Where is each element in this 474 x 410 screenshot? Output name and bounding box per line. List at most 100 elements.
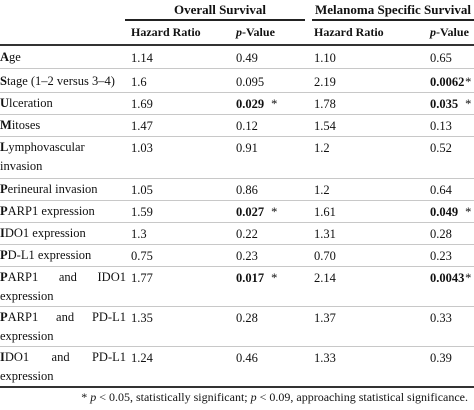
row-label-text: ARP1 and PD-L1 expression [0,310,126,343]
row-label-initial: P [0,204,8,218]
cell-hr1: 1.03 [131,141,153,155]
row-label: PARP1 and IDO1 expression [0,268,126,306]
cell-hr1: 1.3 [131,227,147,241]
value-suffix: -Value [242,25,275,39]
cell-p1: 0.86 [236,183,258,197]
cell-hr1: 1.24 [131,351,153,365]
group-underline-overall [125,19,305,21]
cell-p1: 0.46 [236,351,258,365]
cell-p2: 0.33 [430,311,452,325]
table-row: Lymphovascular invasion 1.03 0.91 1.2 0.52 [0,136,474,178]
cell-p1: 0.029 [236,97,265,111]
row-separator [0,178,474,179]
row-separator [0,136,474,137]
cell-p1: 0.23 [236,249,258,263]
footnote-text-1: < 0.05, statistically significant; [96,390,251,404]
cell-hr1: 1.69 [131,97,153,111]
footnote-p-symbol: p [90,390,97,404]
row-separator [0,306,474,307]
cell-hr1: 0.75 [131,249,153,263]
cell-p2: 0.28 [430,227,452,241]
cell-p2: 0.13 [430,119,452,133]
cell-hr2: 1.78 [314,97,336,111]
row-label-text: lceration [9,96,53,110]
table-row: PD-L1 expression 0.75 0.23 0.70 0.23 [0,244,474,266]
cell-p2: 0.0062 [430,75,465,89]
cell-p2: 0.52 [430,141,452,155]
row-label-initial: U [0,96,10,110]
cell-p1: 0.027 [236,205,265,219]
row-label: PARP1 and PD-L1 expression [0,308,126,346]
row-label: IDO1 expression [0,224,126,243]
table-row: PARP1 and PD-L1 expression 1.35 0.28 1.37 0.… [0,306,474,346]
cell-hr2: 1.61 [314,205,336,219]
significance-mark: * [268,271,278,285]
row-label-text: DO1 expression [4,226,86,240]
row-label-initial: P [0,248,8,262]
row-label-initial: I [0,226,5,240]
cell-hr1: 1.59 [131,205,153,219]
p-symbol: p [430,25,436,39]
cell-p2: 0.39 [430,351,452,365]
row-label-initial: S [0,74,7,88]
significance-mark: * [462,97,472,111]
cell-hr1: 1.35 [131,311,153,325]
row-label: PARP1 expression [0,202,126,221]
cell-hr2: 0.70 [314,249,336,263]
cell-hr2: 1.33 [314,351,336,365]
cell-hr2: 1.31 [314,227,336,241]
row-separator [0,244,474,245]
cell-hr2: 1.10 [314,51,336,65]
row-separator [0,222,474,223]
footnote-text-2: < 0.09, approaching statistical signific… [256,390,468,404]
cell-p2: 0.23 [430,249,452,263]
cell-hr2: 2.19 [314,75,336,89]
row-label-text: ARP1 expression [7,204,95,218]
row-separator [0,266,474,267]
row-label-text: erineural invasion [7,182,98,196]
cell-p1: 0.91 [236,141,258,155]
cell-p1: 0.017 [236,271,265,285]
table-row: IDO1 and PD-L1 expression 1.24 0.46 1.33 0.3… [0,346,474,386]
header-rule [0,44,474,46]
cell-p1: 0.12 [236,119,258,133]
row-label-initial: P [0,270,8,284]
row-label-initial: P [0,182,8,196]
cell-hr2: 1.54 [314,119,336,133]
row-label-text: tage (1–2 versus 3–4) [6,74,115,88]
row-label-initial: I [0,350,5,364]
row-label: Perineural invasion [0,180,126,199]
table-footnote: * p < 0.05, statistically significant; p… [81,390,468,405]
cell-hr2: 1.2 [314,183,330,197]
row-label: PD-L1 expression [0,246,126,265]
cell-hr1: 1.77 [131,271,153,285]
col-p-value-1: p-Value [236,25,275,40]
row-label-text: DO1 and PD-L1 expression [0,350,126,383]
row-label-initial: A [0,50,10,64]
table-row: IDO1 expression 1.3 0.22 1.31 0.28 [0,222,474,244]
cell-hr1: 1.47 [131,119,153,133]
significance-mark: * [462,271,472,285]
row-separator [0,68,474,69]
row-label-text: D-L1 expression [7,248,92,262]
col-hazard-ratio-2: Hazard Ratio [314,25,384,39]
col-p-value-2: p-Value [430,25,469,40]
cell-p1: 0.095 [236,75,265,89]
significance-mark: * [462,75,472,89]
table-row: Ulceration 1.69 0.029 1.78 0.035 * * [0,92,474,114]
cell-hr2: 1.37 [314,311,336,325]
cell-p2: 0.035 [430,97,459,111]
table-row: PARP1 expression 1.59 0.027 1.61 0.049 * * [0,200,474,222]
cell-p2: 0.64 [430,183,452,197]
table-row: Stage (1–2 versus 3–4) 1.6 0.095 2.19 0.0062… [0,70,474,92]
group-header-row: Overall Survival Melanoma Specific Survi… [0,0,474,21]
row-separator [0,114,474,115]
significance-mark: * [268,205,278,219]
row-label-text: itoses [11,118,41,132]
table-row: PARP1 and IDO1 expression 1.77 0.017 2.14 0.… [0,266,474,306]
cell-p2: 0.0043 [430,271,465,285]
table-row: Age 1.14 0.49 1.10 0.65 [0,46,474,68]
col-hazard-ratio-1: Hazard Ratio [131,25,201,39]
table-row: Perineural invasion 1.05 0.86 1.2 0.64 [0,178,474,200]
bottom-rule [0,386,474,388]
